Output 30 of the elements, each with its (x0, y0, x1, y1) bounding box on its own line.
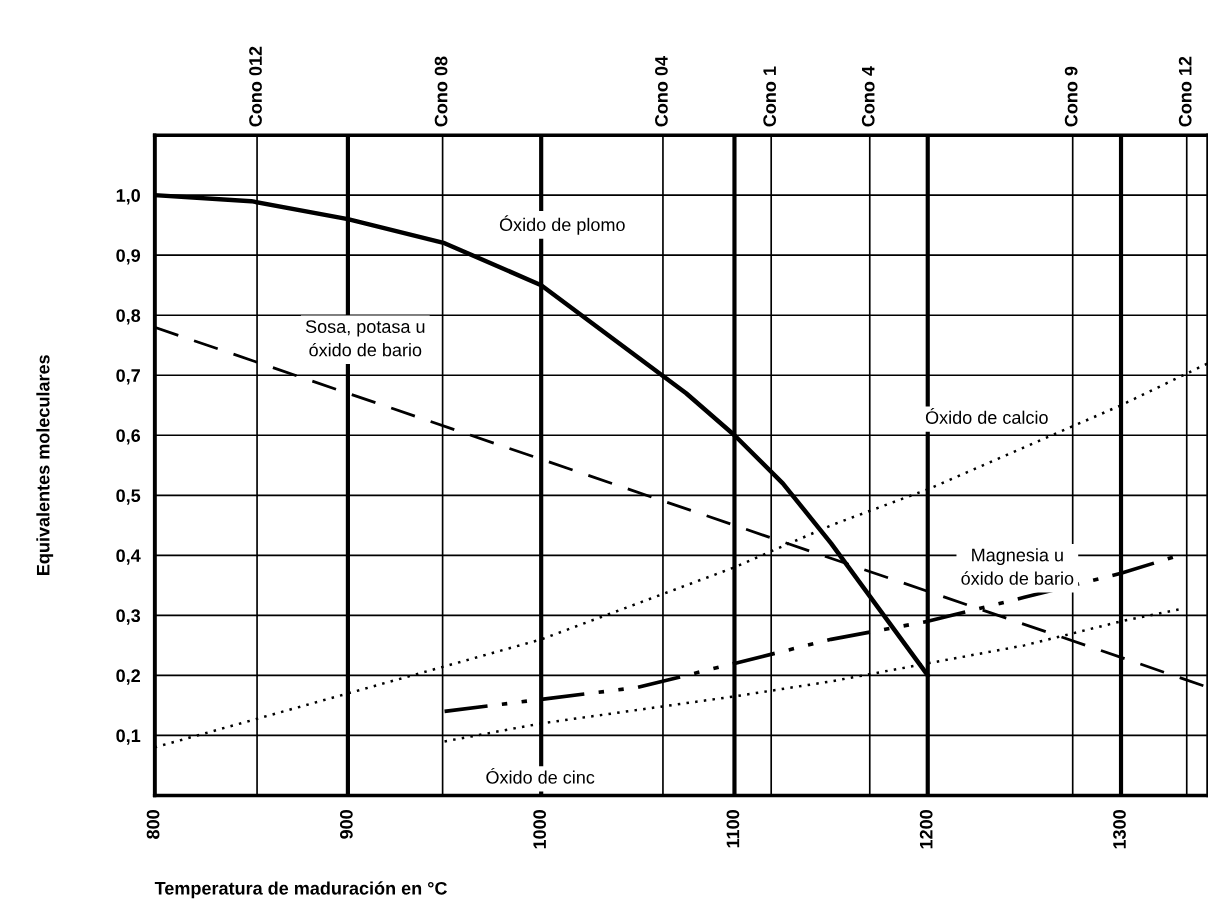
x-tick-label: 1200 (919, 810, 933, 849)
series-label: Óxido de calcio (925, 408, 1048, 424)
y-tick-label: 0,3 (116, 609, 141, 625)
y-tick-label: 1,0 (116, 189, 140, 205)
ref-line-label: Cono 1 (763, 66, 777, 127)
series-label: Sosa, potasa u óxido de bario (305, 320, 425, 357)
ref-line-label: Cono 9 (1064, 66, 1078, 127)
ref-line-label: Cono 04 (655, 56, 668, 127)
x-tick-label: 1300 (1113, 810, 1126, 849)
ref-line-label: Cono 12 (1178, 56, 1192, 127)
y-tick-label: 0,1 (116, 729, 141, 745)
ref-line-label: Cono 08 (434, 56, 448, 127)
y-tick-label: 0,9 (116, 249, 141, 265)
y-tick-label: 0,4 (116, 549, 141, 565)
y-tick-label: 0,6 (116, 429, 141, 445)
x-tick-label: 1000 (533, 810, 547, 849)
series-label: Óxido de cinc (486, 767, 595, 784)
ref-line-label: Cono 012 (249, 46, 262, 127)
y-tick-label: 0,7 (116, 369, 140, 385)
x-axis-title: Temperatura de maduración en °C (154, 881, 447, 899)
ref-line-label: Cono 4 (861, 66, 875, 127)
series-label: Óxido de plomo (499, 215, 625, 235)
y-tick-label: 0,2 (116, 669, 141, 685)
x-tick-label: 1100 (726, 810, 740, 848)
series-label: Magnesia u óxido de bario (961, 548, 1074, 585)
x-tick-label: 900 (339, 810, 353, 839)
y-tick-label: 0,8 (116, 309, 141, 325)
x-tick-label: 800 (146, 810, 160, 839)
y-tick-label: 0,5 (116, 489, 141, 505)
y-axis-title: Equivalentes moleculares (36, 355, 54, 575)
